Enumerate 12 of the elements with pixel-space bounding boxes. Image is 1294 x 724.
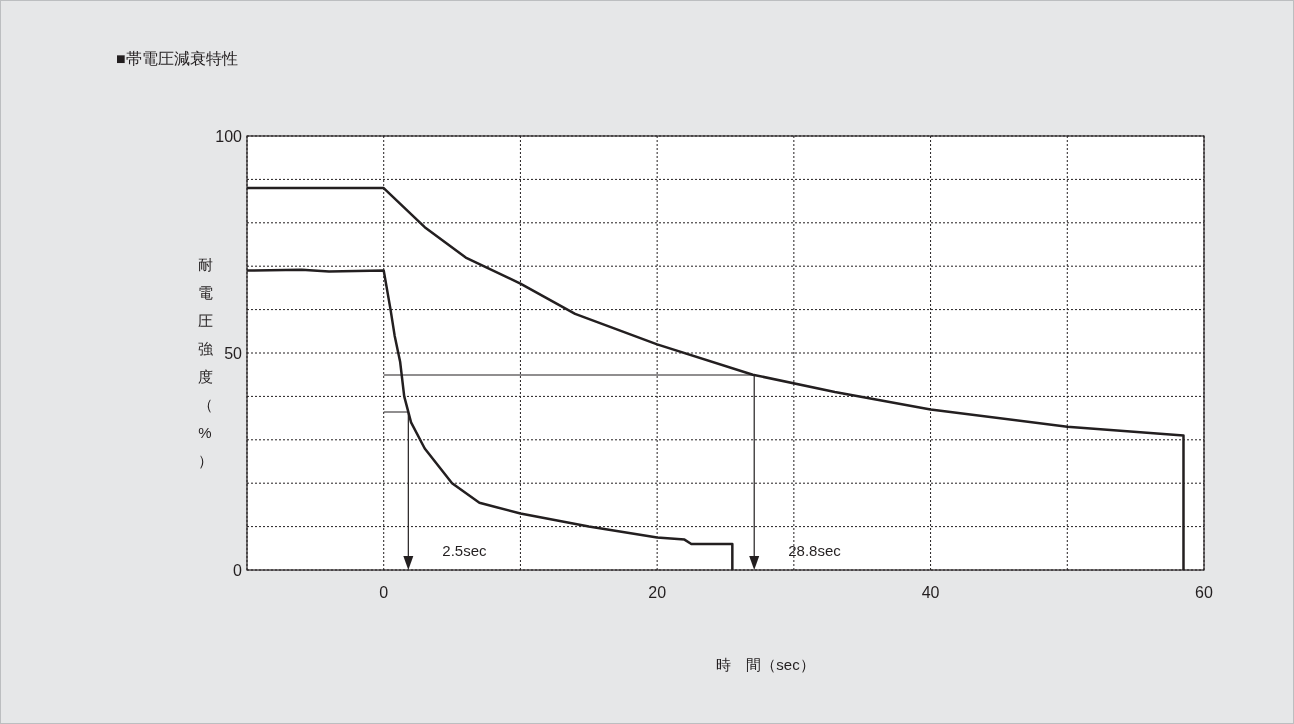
- ref-line-label: 2.5sec: [442, 542, 488, 559]
- y-axis-title: 耐電圧強度（%）: [197, 256, 213, 469]
- x-tick-label: 20: [648, 584, 667, 601]
- x-tick-label: 60: [1195, 584, 1213, 601]
- ref-line-label: 28.8sec: [788, 542, 842, 559]
- chart-title: ■帯電圧減衰特性: [116, 50, 238, 67]
- y-tick-label: 50: [224, 345, 243, 362]
- x-tick-label: 0: [379, 584, 389, 601]
- y-tick-label: 100: [215, 128, 243, 145]
- y-tick-label: 0: [233, 562, 243, 579]
- x-axis-title: 時 間（sec）: [716, 656, 815, 673]
- x-tick-label: 40: [921, 584, 940, 601]
